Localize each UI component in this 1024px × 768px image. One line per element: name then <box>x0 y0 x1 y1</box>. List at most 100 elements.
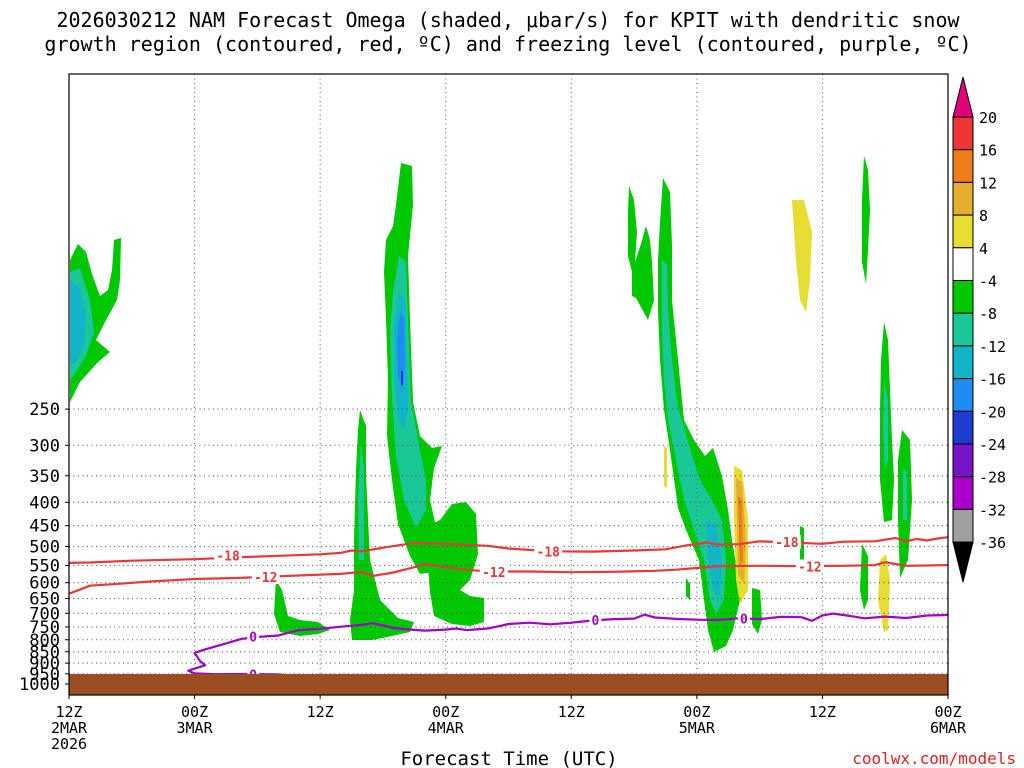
time-tick-label: 00Z <box>432 703 459 721</box>
chart-title-line-1: 2026030212 NAM Forecast Omega (shaded, μ… <box>56 8 960 32</box>
colorbar-swatch <box>952 181 974 216</box>
time-tick-label: 3MAR <box>177 719 214 737</box>
colorbar-label: -4 <box>979 273 997 291</box>
omega-shade-yellow <box>792 200 812 312</box>
colorbar-label: -20 <box>979 403 1006 421</box>
time-tick-label: 12Z <box>55 703 82 721</box>
omega-shade-yellow <box>878 554 890 632</box>
time-tick-label: 6MAR <box>930 719 967 737</box>
x-axis-title: Forecast Time (UTC) <box>400 748 617 768</box>
omega-shade-teal <box>903 468 907 520</box>
colorbar-cap-top <box>952 76 974 118</box>
pressure-tick-label: 450 <box>29 517 60 537</box>
omega-shade-green <box>628 186 654 320</box>
contour-label: -18 <box>537 545 561 560</box>
colorbar-swatch <box>952 149 974 183</box>
omega-shade-green <box>420 502 484 626</box>
pressure-tick-label: 950 <box>29 665 60 685</box>
contour-label: 0 <box>249 631 257 646</box>
contour-line <box>68 561 949 595</box>
contour-label: 0 <box>591 614 599 629</box>
contour-label: -12 <box>254 571 277 586</box>
contour-label: -12 <box>798 561 821 576</box>
colorbar-cap-bottom <box>952 541 974 583</box>
pressure-tick-label: 350 <box>29 467 60 487</box>
pressure-tick-label: 500 <box>29 538 60 558</box>
colorbar-swatch <box>952 312 974 347</box>
omega-colorbar: 20 16 12 8 4 -4 -8 -12 -16 -20 -24 -28 -32 -36 <box>952 76 1006 583</box>
colorbar-swatch <box>952 247 974 282</box>
contour-line <box>187 612 949 680</box>
pressure-tick-label: 650 <box>29 590 60 610</box>
pressure-tick-label: 400 <box>29 493 60 513</box>
pressure-tick-label: 300 <box>29 436 60 456</box>
time-tick-label: 00Z <box>181 703 208 721</box>
time-tick-label: 5MAR <box>679 719 716 737</box>
colorbar-label: 16 <box>979 142 997 160</box>
colorbar-label: -28 <box>979 469 1006 487</box>
contour-label: 0 <box>740 613 748 628</box>
colorbar-label: -8 <box>979 305 997 323</box>
plot-area: -18-18-18-12-12-120000 <box>68 73 949 696</box>
colorbar-swatch <box>952 116 974 151</box>
colorbar-swatch <box>952 345 974 380</box>
plot-background <box>69 74 948 695</box>
colorbar-swatch <box>952 280 974 314</box>
contour-line <box>68 536 949 564</box>
omega-shade-green <box>752 588 762 634</box>
pressure-tick-label: 700 <box>29 604 60 624</box>
colorbar-label: -12 <box>979 338 1006 356</box>
pressure-tick-label: 750 <box>29 618 60 638</box>
time-tick-label: 2MAR <box>51 719 88 737</box>
omega-shade-teal <box>883 380 888 470</box>
omega-shade-green <box>274 580 330 636</box>
time-tick-label: 00Z <box>934 703 961 721</box>
contour-label-background <box>795 559 824 574</box>
contour-label-background <box>772 535 801 550</box>
omega-shade-green <box>686 578 690 600</box>
colorbar-label: -32 <box>979 501 1006 519</box>
contour-label: -12 <box>482 566 505 581</box>
contour-label-background <box>534 544 563 559</box>
contour-label-background <box>247 629 260 644</box>
omega-shade-cyan <box>706 520 722 596</box>
grid-lines <box>69 74 948 695</box>
temperature-contours: -18-18-18-12-12-120000 <box>68 535 949 684</box>
contour-label: -18 <box>775 536 799 551</box>
pressure-tick-label: 550 <box>29 556 60 576</box>
contour-label-background <box>214 548 243 563</box>
colorbar-label: -24 <box>979 436 1006 454</box>
time-tick-label: 2026 <box>51 735 87 753</box>
colorbar-swatch <box>952 378 974 412</box>
pressure-tick-label: 850 <box>29 643 60 663</box>
omega-shade-green <box>860 544 868 610</box>
colorbar-label: 20 <box>979 109 997 127</box>
time-tick-label: 12Z <box>558 703 585 721</box>
colorbar-label: -36 <box>979 534 1006 552</box>
plot-frame <box>68 73 949 696</box>
contour-label-background <box>737 611 750 626</box>
time-tick-label: 00Z <box>683 703 710 721</box>
colorbar-swatch <box>952 508 974 543</box>
contour-label-background <box>251 570 280 585</box>
colorbar-swatch <box>952 443 974 478</box>
pressure-tick-label: 250 <box>29 400 60 420</box>
omega-shade-darkblue <box>401 370 403 386</box>
ground-surface <box>69 674 948 695</box>
colorbar-label: 8 <box>979 207 988 225</box>
colorbar-swatch <box>952 214 974 249</box>
colorbar-label: -16 <box>979 371 1006 389</box>
pressure-axis: 250 300 350 400 4505005506006507007508008509… <box>19 400 69 695</box>
omega-shade-green <box>800 526 804 570</box>
omega-shade-green <box>862 156 870 284</box>
contour-label: -18 <box>216 549 240 564</box>
credit-text: coolwx.com/models <box>852 749 1016 768</box>
time-tick-label: 4MAR <box>428 719 465 737</box>
omega-shade-orange <box>738 496 743 566</box>
omega-shade-blue <box>397 312 405 390</box>
colorbar-label: 4 <box>979 240 988 258</box>
pressure-tick-label: 600 <box>29 574 60 594</box>
colorbar-swatch <box>952 410 974 445</box>
